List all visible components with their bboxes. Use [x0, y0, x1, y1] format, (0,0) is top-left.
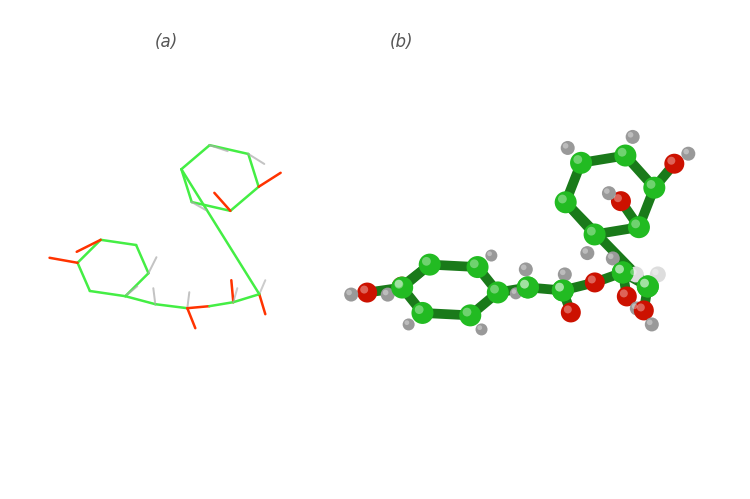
Circle shape	[580, 246, 594, 260]
Circle shape	[637, 275, 658, 297]
Circle shape	[394, 279, 403, 287]
Circle shape	[611, 191, 631, 211]
Circle shape	[555, 283, 564, 291]
Circle shape	[606, 251, 619, 265]
Circle shape	[618, 148, 626, 157]
Circle shape	[419, 253, 441, 275]
Circle shape	[644, 177, 665, 199]
Circle shape	[422, 257, 430, 266]
Circle shape	[628, 216, 650, 238]
Circle shape	[628, 266, 644, 282]
Circle shape	[562, 143, 568, 149]
Circle shape	[614, 194, 622, 202]
Circle shape	[628, 132, 633, 138]
Circle shape	[552, 279, 574, 301]
Circle shape	[620, 289, 628, 297]
Circle shape	[381, 287, 394, 301]
Circle shape	[632, 303, 638, 309]
Circle shape	[583, 248, 588, 254]
Circle shape	[683, 149, 689, 154]
Circle shape	[630, 269, 637, 275]
Circle shape	[570, 152, 592, 174]
Circle shape	[664, 154, 684, 174]
Circle shape	[634, 300, 654, 320]
Circle shape	[585, 272, 604, 292]
Circle shape	[612, 261, 634, 283]
Circle shape	[626, 130, 640, 144]
Circle shape	[632, 220, 640, 228]
Circle shape	[587, 227, 596, 236]
Circle shape	[645, 317, 658, 331]
Circle shape	[602, 186, 616, 200]
Circle shape	[573, 155, 582, 164]
Text: (b): (b)	[389, 33, 413, 51]
Circle shape	[608, 253, 613, 259]
Circle shape	[510, 287, 522, 299]
Circle shape	[564, 305, 572, 313]
Circle shape	[382, 290, 388, 295]
Circle shape	[614, 145, 637, 167]
Circle shape	[459, 304, 482, 326]
Circle shape	[415, 305, 424, 314]
Circle shape	[392, 276, 412, 296]
Circle shape	[561, 141, 574, 155]
Circle shape	[404, 320, 410, 325]
Circle shape	[477, 325, 482, 330]
Circle shape	[560, 269, 566, 275]
Circle shape	[394, 280, 404, 288]
Circle shape	[561, 302, 580, 322]
Circle shape	[558, 195, 567, 204]
Circle shape	[640, 279, 649, 287]
Text: (a): (a)	[154, 33, 178, 51]
Circle shape	[640, 279, 649, 287]
Circle shape	[558, 267, 572, 281]
Circle shape	[490, 285, 499, 293]
Circle shape	[615, 265, 624, 273]
Circle shape	[517, 276, 538, 298]
Circle shape	[650, 266, 666, 282]
Circle shape	[604, 188, 610, 194]
Circle shape	[668, 157, 675, 165]
Circle shape	[344, 287, 358, 301]
Circle shape	[646, 180, 656, 189]
Circle shape	[555, 283, 564, 291]
Circle shape	[466, 256, 488, 278]
Circle shape	[520, 280, 529, 288]
Circle shape	[612, 261, 634, 283]
Circle shape	[552, 279, 574, 301]
Circle shape	[476, 323, 488, 335]
Circle shape	[637, 275, 658, 297]
Circle shape	[652, 269, 658, 275]
Circle shape	[512, 289, 517, 294]
Circle shape	[555, 191, 577, 213]
Circle shape	[519, 262, 532, 276]
Circle shape	[463, 308, 472, 316]
Circle shape	[346, 289, 352, 295]
Circle shape	[647, 319, 652, 325]
Circle shape	[403, 318, 415, 330]
Circle shape	[616, 286, 637, 306]
Circle shape	[487, 281, 508, 303]
Circle shape	[520, 280, 529, 288]
Circle shape	[488, 251, 492, 256]
Circle shape	[470, 259, 478, 268]
Circle shape	[392, 276, 413, 298]
Circle shape	[357, 282, 377, 302]
Circle shape	[681, 147, 695, 161]
Circle shape	[588, 275, 596, 283]
Circle shape	[485, 250, 497, 261]
Circle shape	[630, 301, 644, 315]
Circle shape	[637, 303, 645, 311]
Circle shape	[521, 264, 526, 270]
Circle shape	[412, 302, 434, 324]
Circle shape	[517, 276, 538, 298]
Circle shape	[615, 265, 624, 273]
Circle shape	[360, 285, 368, 293]
Circle shape	[584, 224, 605, 246]
